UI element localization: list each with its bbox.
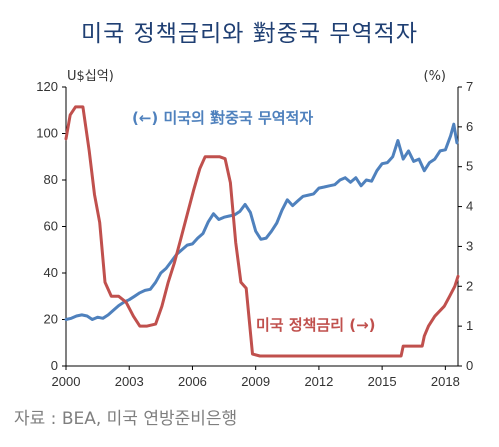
source-note: 자료 : BEA, 미국 연방준비은행 [14,409,238,429]
left-axis-ticks: 0 20 40 60 80 100 120 [36,79,66,373]
left-axis-unit: U$십억) [67,69,114,84]
x-tick-label: 2000 [52,374,81,389]
policy-rate-line [64,105,460,358]
right-tick-label: 6 [466,119,473,134]
right-axis-unit: (%) [424,69,447,84]
x-tick-label: 2018 [431,374,460,389]
right-tick-label: 2 [466,278,473,293]
x-tick-label: 2003 [115,374,144,389]
left-tick-label: 120 [36,79,58,94]
left-tick-label: 100 [36,126,58,141]
chart-title: 미국 정책금리와 對중국 무역적자 [80,21,418,47]
x-axis-ticks: 2000 2003 2006 2009 2012 2015 2018 [52,366,460,389]
left-tick-label: 0 [51,358,58,373]
x-tick-label: 2009 [241,374,270,389]
left-tick-label: 60 [44,219,58,234]
left-tick-label: 20 [44,312,58,327]
right-tick-label: 3 [466,238,473,253]
right-axis-ticks: 0 1 2 3 4 5 6 7 [458,79,473,373]
legend-trade-deficit: (←) 미국의 對중국 무역적자 [132,109,313,127]
left-tick-label: 80 [44,172,58,187]
x-tick-label: 2006 [178,374,207,389]
series-lines [64,105,460,358]
x-tick-label: 2015 [368,374,397,389]
left-tick-label: 40 [44,265,58,280]
right-tick-label: 1 [466,318,473,333]
right-tick-label: 7 [466,79,473,94]
right-tick-label: 0 [466,358,473,373]
legend-policy-rate: 미국 정책금리 (→) [256,316,376,334]
right-tick-label: 5 [466,159,473,174]
right-tick-label: 4 [466,199,473,214]
x-tick-label: 2012 [304,374,333,389]
trade-deficit-line [64,122,459,321]
